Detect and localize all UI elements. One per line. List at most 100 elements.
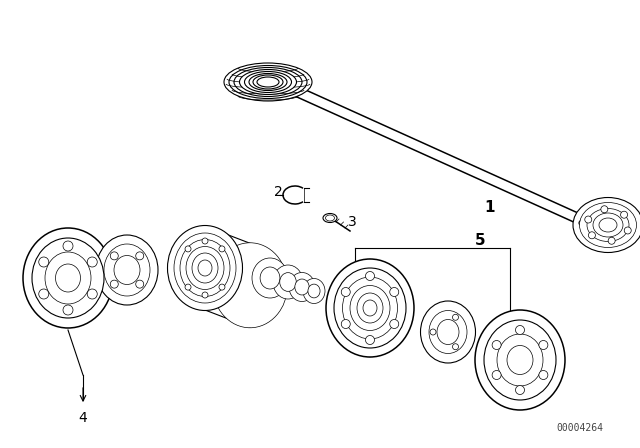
Ellipse shape <box>174 233 236 303</box>
Circle shape <box>39 289 49 299</box>
Ellipse shape <box>475 310 565 410</box>
Circle shape <box>539 340 548 349</box>
Ellipse shape <box>334 268 406 348</box>
Text: 5: 5 <box>475 233 485 247</box>
Circle shape <box>539 370 548 379</box>
Ellipse shape <box>507 345 533 375</box>
Circle shape <box>185 284 191 290</box>
Ellipse shape <box>186 246 224 289</box>
Circle shape <box>390 288 399 297</box>
Ellipse shape <box>212 243 287 328</box>
Circle shape <box>588 232 595 239</box>
Ellipse shape <box>277 82 297 92</box>
Ellipse shape <box>192 253 218 283</box>
Circle shape <box>39 257 49 267</box>
Circle shape <box>202 238 208 244</box>
Ellipse shape <box>56 264 81 292</box>
Circle shape <box>452 314 458 320</box>
Ellipse shape <box>437 319 459 345</box>
Circle shape <box>87 289 97 299</box>
Circle shape <box>278 75 285 82</box>
Circle shape <box>63 305 73 315</box>
Ellipse shape <box>257 77 279 87</box>
Ellipse shape <box>273 265 303 299</box>
Text: 00004264: 00004264 <box>557 423 604 433</box>
Circle shape <box>492 370 501 379</box>
Ellipse shape <box>582 220 594 226</box>
Circle shape <box>264 86 271 92</box>
Ellipse shape <box>573 198 640 253</box>
Ellipse shape <box>357 293 383 323</box>
Ellipse shape <box>593 213 623 237</box>
Ellipse shape <box>32 238 104 318</box>
Circle shape <box>585 216 592 223</box>
Circle shape <box>621 211 628 218</box>
Circle shape <box>63 241 73 251</box>
Ellipse shape <box>289 272 315 302</box>
Text: 4: 4 <box>79 411 88 425</box>
Circle shape <box>110 252 118 260</box>
Circle shape <box>452 344 458 350</box>
Ellipse shape <box>599 218 617 232</box>
Circle shape <box>136 280 144 288</box>
Circle shape <box>252 75 259 82</box>
Ellipse shape <box>326 259 414 357</box>
Circle shape <box>341 288 350 297</box>
Circle shape <box>252 82 259 89</box>
Circle shape <box>264 72 271 78</box>
Circle shape <box>515 326 525 335</box>
Circle shape <box>136 252 144 260</box>
Ellipse shape <box>363 300 377 316</box>
Circle shape <box>185 246 191 252</box>
Ellipse shape <box>168 225 243 310</box>
Circle shape <box>278 82 285 89</box>
Circle shape <box>515 385 525 395</box>
Ellipse shape <box>252 258 288 298</box>
Ellipse shape <box>114 255 140 284</box>
Ellipse shape <box>303 279 325 303</box>
Circle shape <box>492 340 501 349</box>
Ellipse shape <box>579 219 597 228</box>
Text: 2: 2 <box>274 185 282 199</box>
Circle shape <box>110 280 118 288</box>
Ellipse shape <box>45 252 91 304</box>
Ellipse shape <box>244 72 291 92</box>
Ellipse shape <box>429 310 467 353</box>
Ellipse shape <box>234 68 302 96</box>
Circle shape <box>365 336 374 345</box>
Ellipse shape <box>260 267 280 289</box>
Ellipse shape <box>280 273 296 291</box>
Ellipse shape <box>295 279 309 295</box>
Ellipse shape <box>249 73 287 90</box>
Circle shape <box>87 257 97 267</box>
Ellipse shape <box>342 277 397 339</box>
Ellipse shape <box>484 320 556 400</box>
Ellipse shape <box>280 83 294 90</box>
Circle shape <box>608 237 615 244</box>
Ellipse shape <box>350 285 390 331</box>
Circle shape <box>341 319 350 328</box>
Ellipse shape <box>180 240 230 297</box>
Ellipse shape <box>308 284 320 298</box>
Ellipse shape <box>326 215 335 221</box>
Ellipse shape <box>497 334 543 386</box>
Ellipse shape <box>239 69 296 95</box>
Circle shape <box>601 206 608 213</box>
Text: 3: 3 <box>348 215 356 229</box>
Ellipse shape <box>104 244 150 296</box>
Ellipse shape <box>224 63 312 101</box>
Ellipse shape <box>420 301 476 363</box>
Circle shape <box>624 227 631 234</box>
Ellipse shape <box>579 202 637 247</box>
Ellipse shape <box>229 65 307 99</box>
Circle shape <box>219 246 225 252</box>
Circle shape <box>219 284 225 290</box>
Ellipse shape <box>587 208 629 241</box>
Ellipse shape <box>96 235 158 305</box>
Ellipse shape <box>323 214 337 223</box>
Text: 1: 1 <box>484 199 495 215</box>
Circle shape <box>430 329 436 335</box>
Circle shape <box>365 271 374 280</box>
Ellipse shape <box>253 75 283 89</box>
Ellipse shape <box>198 260 212 276</box>
